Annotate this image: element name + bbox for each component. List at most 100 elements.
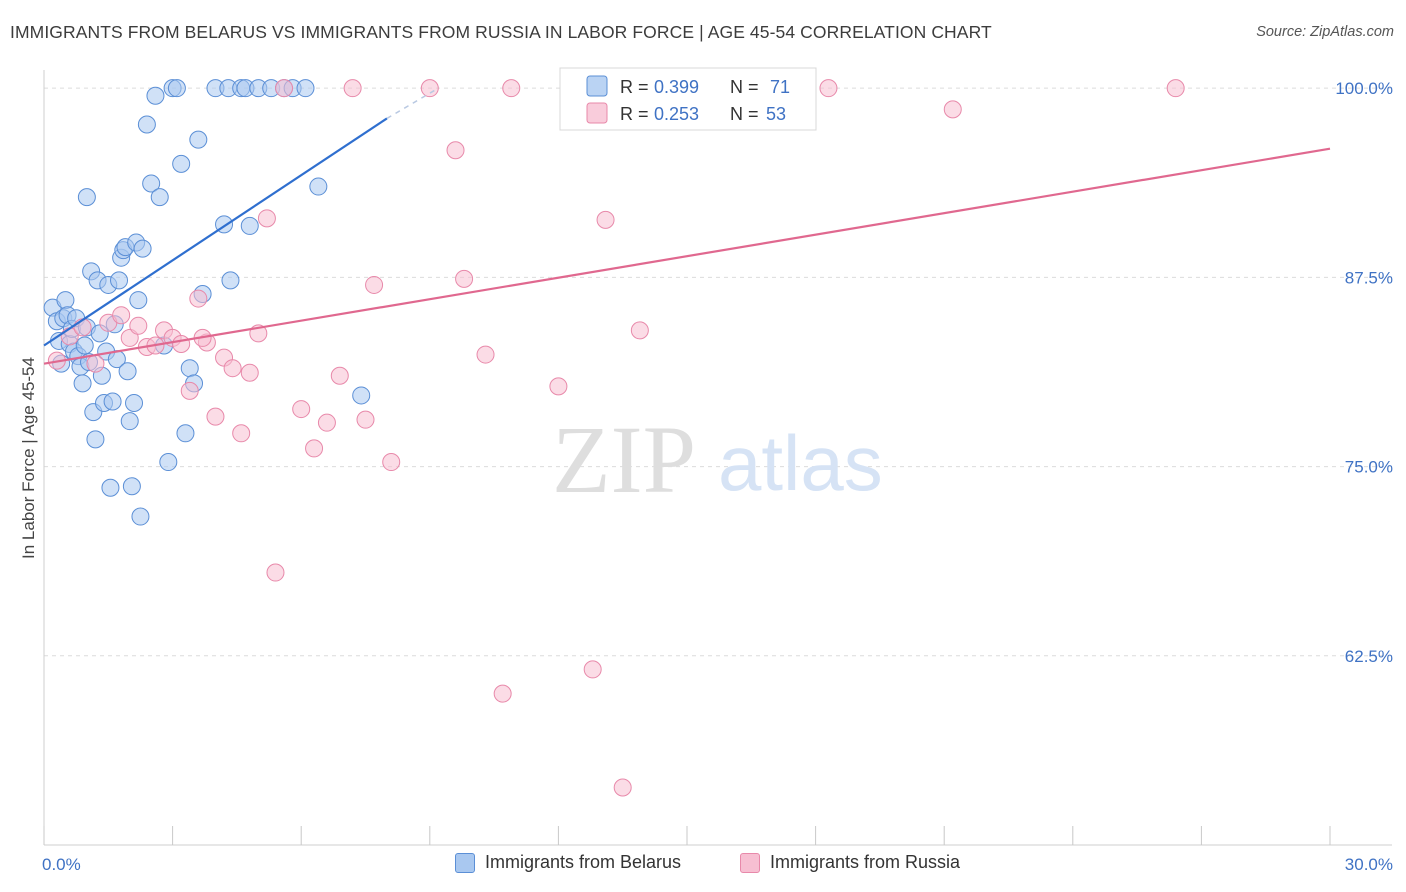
point-belarus [110, 271, 129, 290]
point-belarus [240, 216, 259, 235]
point-belarus [172, 154, 191, 173]
legend-swatch-belarus [586, 75, 608, 97]
point-russia [172, 334, 191, 353]
y-axis-title: In Labor Force | Age 45-54 [19, 357, 38, 559]
point-russia [630, 321, 649, 340]
trendline-belarus-extension [386, 87, 439, 120]
watermark-atlas: atlas [718, 419, 883, 507]
point-russia [292, 400, 311, 419]
point-belarus [75, 336, 94, 355]
point-belarus [221, 271, 240, 290]
legend-box: R = 0.399 N = 71 R = 0.253 N = 53 [559, 67, 817, 131]
point-russia [129, 316, 148, 335]
point-belarus [352, 386, 371, 405]
point-belarus [118, 362, 137, 381]
point-russia [73, 318, 92, 337]
point-russia [86, 354, 105, 373]
point-russia [240, 363, 259, 382]
point-belarus [159, 453, 178, 472]
x-tick-label-min: 0.0% [42, 855, 81, 874]
legend-n-label-belarus: N = [730, 77, 759, 97]
point-russia [343, 79, 362, 98]
y-tick-label: 62.5% [1345, 647, 1393, 666]
x-tick-label-max: 30.0% [1345, 855, 1393, 874]
point-russia [189, 289, 208, 308]
point-belarus [125, 394, 144, 413]
trendline-russia [43, 147, 1331, 365]
point-belarus [131, 507, 150, 526]
point-russia [819, 79, 838, 98]
point-belarus [56, 291, 75, 310]
point-russia [112, 306, 131, 325]
bottom-legend-russia: Immigrants from Russia [740, 852, 960, 873]
point-russia [223, 359, 242, 378]
point-russia [180, 381, 199, 400]
watermark-zip: ZIP [552, 406, 696, 513]
point-belarus [167, 79, 186, 98]
point-russia [455, 269, 474, 288]
legend-r-value-russia: 0.253 [654, 104, 699, 124]
bottom-legend-swatch-russia [740, 852, 760, 873]
point-belarus [103, 392, 122, 411]
y-tick-label: 87.5% [1345, 268, 1393, 287]
legend-n-label-russia: N = [730, 104, 759, 124]
point-russia [943, 100, 962, 119]
legend-r-label-russia: R = [620, 104, 649, 124]
point-russia [613, 778, 632, 797]
point-russia [206, 407, 225, 426]
legend-n-value-russia: 53 [766, 104, 786, 124]
point-russia [305, 439, 324, 458]
point-russia [1166, 79, 1185, 98]
point-russia [420, 79, 439, 98]
chart-title: IMMIGRANTS FROM BELARUS VS IMMIGRANTS FR… [10, 22, 992, 42]
bottom-legend-swatch-belarus [455, 852, 475, 873]
legend-swatch-russia [586, 102, 608, 124]
point-russia [330, 366, 349, 385]
point-russia [549, 377, 568, 396]
point-belarus [150, 188, 169, 207]
point-belarus [180, 359, 199, 378]
point-belarus [176, 424, 195, 443]
legend-r-value-belarus: 0.399 [654, 77, 699, 97]
point-russia [317, 413, 336, 432]
point-belarus [101, 478, 120, 497]
point-russia [232, 424, 251, 443]
point-belarus [77, 188, 96, 207]
point-belarus [120, 412, 139, 431]
point-belarus [146, 86, 165, 105]
legend-r-label-belarus: R = [620, 77, 649, 97]
point-belarus [73, 374, 92, 393]
point-russia [365, 275, 384, 294]
point-belarus [142, 174, 161, 193]
point-russia [356, 410, 375, 429]
bottom-legend-label-russia: Immigrants from Russia [770, 852, 961, 872]
point-russia [257, 209, 276, 228]
bottom-legend: Immigrants from Belarus Immigrants from … [0, 852, 1406, 878]
point-russia [382, 453, 401, 472]
point-belarus [137, 115, 156, 134]
data-points [43, 79, 1185, 797]
point-belarus [189, 130, 208, 149]
point-belarus [309, 177, 328, 196]
watermark: ZIP atlas [552, 406, 883, 513]
point-russia [493, 684, 512, 703]
point-belarus [86, 430, 105, 449]
point-russia [596, 210, 615, 229]
point-belarus [122, 477, 141, 496]
point-belarus [129, 291, 148, 310]
point-russia [583, 660, 602, 679]
axis-labels: 62.5% 75.0% 87.5% 100.0% 0.0% 30.0% [42, 79, 1393, 874]
point-russia [446, 141, 465, 160]
point-russia [266, 563, 285, 582]
legend-n-value-belarus: 71 [770, 77, 790, 97]
bottom-legend-label-belarus: Immigrants from Belarus [485, 852, 682, 872]
trendlines [43, 87, 1331, 365]
y-tick-label: 75.0% [1345, 458, 1393, 477]
point-russia [476, 345, 495, 364]
point-belarus [296, 79, 315, 98]
y-tick-label: 100.0% [1335, 79, 1393, 98]
source-label: Source: ZipAtlas.com [1256, 24, 1394, 40]
bottom-legend-belarus: Immigrants from Belarus [455, 852, 681, 873]
point-russia [502, 79, 521, 98]
